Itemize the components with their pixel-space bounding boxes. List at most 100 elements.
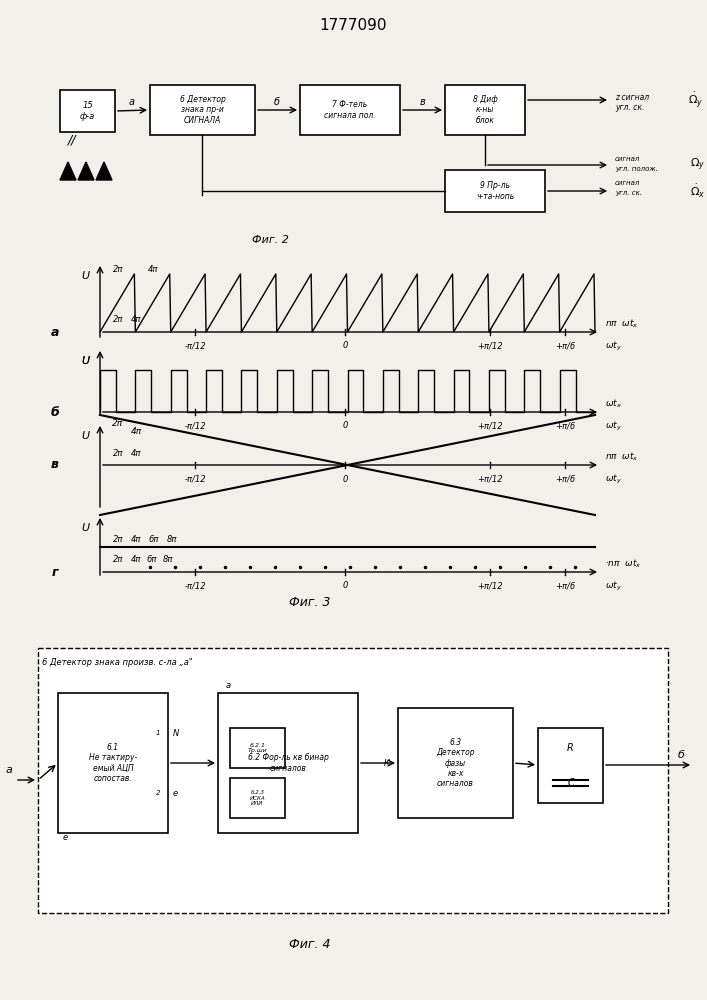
Text: 1: 1 xyxy=(156,730,160,736)
Text: 2π: 2π xyxy=(113,534,123,544)
Bar xyxy=(38,648,668,913)
Polygon shape xyxy=(96,162,112,180)
Bar xyxy=(150,85,255,135)
Text: в: в xyxy=(51,458,59,472)
Text: 7 Ф-тель
сигнала пол.: 7 Ф-тель сигнала пол. xyxy=(325,100,376,120)
Text: сигнал: сигнал xyxy=(615,180,641,186)
Text: 0: 0 xyxy=(342,342,348,351)
Text: 4π: 4π xyxy=(131,556,141,564)
Bar xyxy=(230,778,285,818)
Text: 4π: 4π xyxy=(131,448,141,458)
Text: R


C: R C xyxy=(567,743,574,788)
Text: ωt$_y$: ωt$_y$ xyxy=(605,579,622,593)
Text: -π/12: -π/12 xyxy=(185,582,206,590)
Text: $\dot{\Omega}_y$: $\dot{\Omega}_y$ xyxy=(688,90,703,110)
Text: в: в xyxy=(419,97,425,107)
Text: 0: 0 xyxy=(342,475,348,484)
Text: U: U xyxy=(81,431,89,441)
Text: 6π: 6π xyxy=(148,534,159,544)
Text: //: // xyxy=(68,133,76,146)
Text: 4π: 4π xyxy=(131,534,141,544)
Text: +π/12: +π/12 xyxy=(477,342,503,351)
Text: U: U xyxy=(81,356,89,366)
Text: e: e xyxy=(173,788,178,798)
Text: +π/6: +π/6 xyxy=(555,475,575,484)
Text: 6 Детектор знака произв. с-ла „а": 6 Детектор знака произв. с-ла „а" xyxy=(42,658,193,667)
Text: 6.1
Не тактиру-
емый АЦП
сопостав.: 6.1 Не тактиру- емый АЦП сопостав. xyxy=(89,743,137,783)
Bar xyxy=(58,693,168,833)
Text: 2: 2 xyxy=(156,790,160,796)
Text: +π/6: +π/6 xyxy=(555,422,575,430)
Text: 15
ф-а: 15 ф-а xyxy=(80,101,95,121)
Polygon shape xyxy=(60,162,76,180)
Text: $\dot{\Omega}_x$: $\dot{\Omega}_x$ xyxy=(690,182,706,200)
Bar xyxy=(230,728,285,768)
Bar xyxy=(60,90,115,132)
Text: 8π: 8π xyxy=(167,534,177,544)
Text: 0: 0 xyxy=(342,422,348,430)
Text: Фиг. 3: Фиг. 3 xyxy=(289,595,331,608)
Text: +π/12: +π/12 xyxy=(477,422,503,430)
Bar xyxy=(300,85,400,135)
Text: 4π: 4π xyxy=(131,316,141,324)
Text: +π/6: +π/6 xyxy=(555,342,575,351)
Text: 2π: 2π xyxy=(113,448,123,458)
Text: 6π: 6π xyxy=(147,556,157,564)
Text: -π/12: -π/12 xyxy=(185,342,206,351)
Bar xyxy=(398,708,513,818)
Text: ωt$_x$: ωt$_x$ xyxy=(605,398,622,410)
Text: 2π: 2π xyxy=(112,264,123,273)
Text: +π/6: +π/6 xyxy=(555,582,575,590)
Text: 6.2 Фор-ль кв бинар
сигналов: 6.2 Фор-ль кв бинар сигналов xyxy=(247,753,329,773)
Text: Фиг. 2: Фиг. 2 xyxy=(252,235,288,245)
Text: -π/12: -π/12 xyxy=(185,422,206,430)
Text: $\Omega_y$: $\Omega_y$ xyxy=(690,157,706,173)
Text: nπ  ωt$_x$: nπ ωt$_x$ xyxy=(605,318,639,330)
Text: 6.2.1
Тр.ши: 6.2.1 Тр.ши xyxy=(247,743,267,753)
Text: z сигнал: z сигнал xyxy=(615,93,649,102)
Text: ωt$_y$: ωt$_y$ xyxy=(605,472,622,486)
Text: а: а xyxy=(226,680,231,690)
Text: 6 Детектор
знака пр-и
СИГНАЛА: 6 Детектор знака пр-и СИГНАЛА xyxy=(180,95,226,125)
Text: ωt$_y$: ωt$_y$ xyxy=(605,419,622,433)
Text: U: U xyxy=(81,356,89,366)
Text: 8π: 8π xyxy=(163,556,173,564)
Text: 1777090: 1777090 xyxy=(320,17,387,32)
Text: -π/12: -π/12 xyxy=(185,475,206,484)
Polygon shape xyxy=(78,162,94,180)
Text: 2π: 2π xyxy=(113,556,123,564)
Bar xyxy=(218,693,358,833)
Text: а: а xyxy=(5,765,12,775)
Text: 0: 0 xyxy=(342,582,348,590)
Text: N: N xyxy=(173,728,180,738)
Bar xyxy=(445,85,525,135)
Bar xyxy=(538,728,603,803)
Text: угл. ск.: угл. ск. xyxy=(615,103,644,111)
Text: б: б xyxy=(274,97,280,107)
Bar xyxy=(445,170,545,212)
Text: 2π: 2π xyxy=(112,418,124,428)
Text: 9 Пр-ль
ч-та-нопь: 9 Пр-ль ч-та-нопь xyxy=(476,181,514,201)
Text: 6.3
Детектор
фазы
кв-х
сигналов: 6.3 Детектор фазы кв-х сигналов xyxy=(436,738,475,788)
Text: сигнал: сигнал xyxy=(615,156,641,162)
Text: +π/12: +π/12 xyxy=(477,582,503,590)
Text: 6.2.3
ИСКА
ИЛИ: 6.2.3 ИСКА ИЛИ xyxy=(250,790,265,806)
Text: 8 Диф
к-ны
блок: 8 Диф к-ны блок xyxy=(472,95,498,125)
Text: ·nπ  ωt$_x$: ·nπ ωt$_x$ xyxy=(605,558,642,570)
Text: б: б xyxy=(51,406,59,418)
Text: nπ  ωt$_x$: nπ ωt$_x$ xyxy=(605,451,639,463)
Text: угл. ск.: угл. ск. xyxy=(615,190,642,196)
Text: е: е xyxy=(63,834,68,842)
Text: угл. полож.: угл. полож. xyxy=(615,166,658,172)
Text: U: U xyxy=(81,523,89,533)
Text: К: К xyxy=(384,758,390,768)
Text: ωt$_y$: ωt$_y$ xyxy=(605,339,622,353)
Text: +π/12: +π/12 xyxy=(477,475,503,484)
Text: а: а xyxy=(51,326,59,338)
Text: б: б xyxy=(678,750,685,760)
Text: а: а xyxy=(129,97,135,107)
Text: Фиг. 4: Фиг. 4 xyxy=(289,938,331,952)
Text: 4π: 4π xyxy=(148,264,158,273)
Text: 2π: 2π xyxy=(113,316,123,324)
Text: U: U xyxy=(81,271,89,281)
